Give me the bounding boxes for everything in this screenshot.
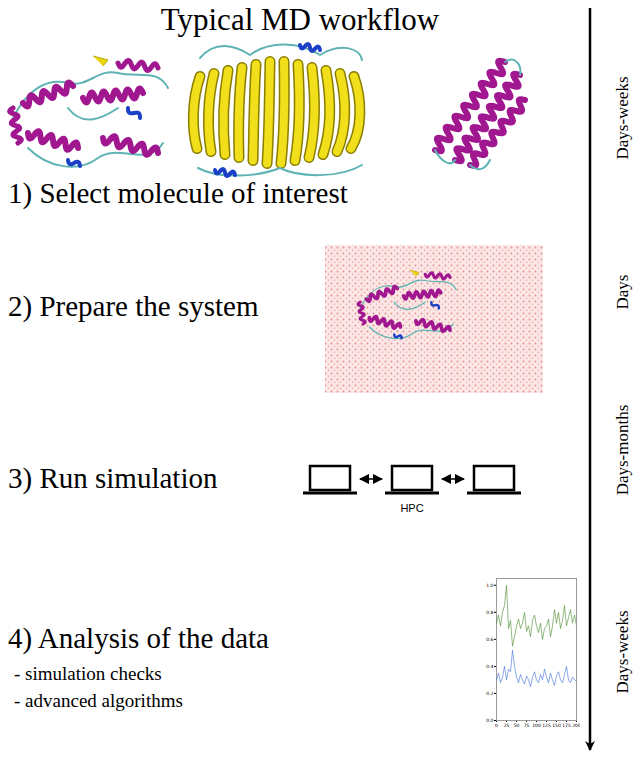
svg-text:- advanced algorithms: - advanced algorithms [14,690,183,711]
svg-text:25: 25 [504,723,510,728]
svg-text:4) Analysis of the data: 4) Analysis of the data [8,622,269,655]
svg-text:75: 75 [524,723,530,728]
svg-text:Typical MD workflow: Typical MD workflow [161,2,440,37]
svg-text:150: 150 [552,723,561,728]
svg-text:HPC: HPC [400,502,423,514]
svg-text:1.0: 1.0 [486,583,493,588]
svg-text:- simulation checks: - simulation checks [14,663,162,684]
svg-text:0.8: 0.8 [486,610,493,615]
svg-text:Days-weeks: Days-weeks [613,610,632,693]
svg-text:200: 200 [572,723,580,728]
svg-text:1) Select molecule of interest: 1) Select molecule of interest [8,177,348,210]
svg-text:2) Prepare the system: 2) Prepare the system [8,290,259,323]
svg-text:0: 0 [495,723,498,728]
svg-text:50: 50 [514,723,520,728]
svg-text:100: 100 [532,723,541,728]
svg-text:0.6: 0.6 [486,637,493,642]
svg-text:0.4: 0.4 [486,664,493,669]
svg-text:0.0: 0.0 [486,718,493,723]
svg-text:125: 125 [542,723,551,728]
svg-text:Days-weeks: Days-weeks [613,76,632,159]
svg-text:0.2: 0.2 [486,691,493,696]
svg-text:Days: Days [613,275,632,310]
svg-text:3) Run simulation: 3) Run simulation [8,462,218,495]
svg-text:175: 175 [562,723,571,728]
svg-text:Days-months: Days-months [613,405,632,496]
